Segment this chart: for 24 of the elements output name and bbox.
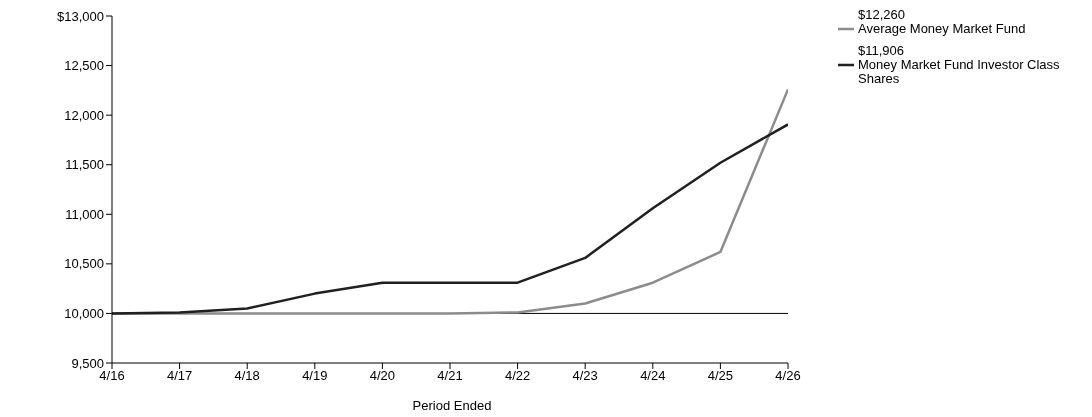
text: $12,260	[858, 7, 906, 22]
y-tick-label: 12,000	[64, 107, 104, 123]
y-tick-label: 9,500	[71, 355, 104, 371]
x-tick-label: 4/16	[99, 368, 125, 384]
x-tick-label: 4/24	[640, 368, 666, 384]
x-tick-label: 4/21	[437, 368, 463, 384]
y-tick-label: $13,000	[57, 8, 104, 24]
x-tick-label: 4/22	[504, 368, 531, 384]
y-tick-label: 10,500	[64, 256, 104, 272]
legend-label: Average Money Market Fund	[858, 21, 1026, 36]
x-tick-label: 4/17	[166, 368, 193, 384]
x-tick-label: 4/25	[707, 368, 734, 384]
y-tick-label: 10,000	[64, 306, 104, 322]
x-tick-label: 4/26	[775, 368, 801, 384]
y-tick-label: 12,500	[64, 58, 104, 74]
text: $11,906	[858, 43, 906, 58]
x-tick-label: 4/19	[302, 368, 328, 384]
x-tick-label: 4/20	[369, 368, 396, 384]
x-axis-title: Period Ended	[411, 398, 493, 413]
y-tick-label: 11,500	[65, 157, 104, 173]
legend-label: Money Market Fund Investor Class Shares	[858, 57, 1061, 86]
x-tick-label: 4/18	[234, 368, 260, 384]
x-tick-label: 4/23	[572, 368, 598, 384]
y-tick-label: 11,000	[65, 206, 104, 222]
